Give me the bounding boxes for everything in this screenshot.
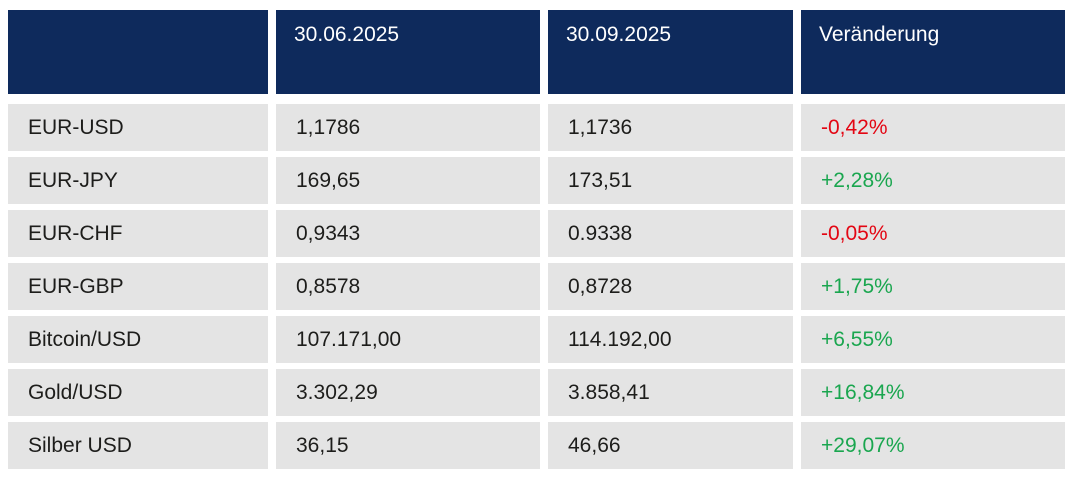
table-row: Gold/USD 3.302,29 3.858,41 +16,84% xyxy=(8,369,1065,416)
change-cell: +2,28% xyxy=(801,157,1065,204)
row-label: EUR-USD xyxy=(8,104,268,151)
table-row: Bitcoin/USD 107.171,00 114.192,00 +6,55% xyxy=(8,316,1065,363)
table-header-row: 30.06.2025 30.09.2025 Veränderung xyxy=(8,10,1065,94)
row-label: Silber USD xyxy=(8,422,268,469)
value-cell: 0,9343 xyxy=(276,210,540,257)
value-cell: 107.171,00 xyxy=(276,316,540,363)
table-row: Silber USD 36,15 46,66 +29,07% xyxy=(8,422,1065,469)
value-cell: 1,1736 xyxy=(548,104,793,151)
column-header-date-1: 30.06.2025 xyxy=(276,10,540,94)
value-cell: 0,8728 xyxy=(548,263,793,310)
value-cell: 3.302,29 xyxy=(276,369,540,416)
value-cell: 173,51 xyxy=(548,157,793,204)
value-cell: 1,1786 xyxy=(276,104,540,151)
table-row: EUR-CHF 0,9343 0.9338 -0,05% xyxy=(8,210,1065,257)
change-cell: -0,05% xyxy=(801,210,1065,257)
change-cell: -0,42% xyxy=(801,104,1065,151)
row-label: Bitcoin/USD xyxy=(8,316,268,363)
change-cell: +29,07% xyxy=(801,422,1065,469)
value-cell: 36,15 xyxy=(276,422,540,469)
value-cell: 0,8578 xyxy=(276,263,540,310)
row-label: EUR-GBP xyxy=(8,263,268,310)
row-label: EUR-JPY xyxy=(8,157,268,204)
value-cell: 169,65 xyxy=(276,157,540,204)
row-label: EUR-CHF xyxy=(8,210,268,257)
column-header-change: Veränderung xyxy=(801,10,1065,94)
row-label: Gold/USD xyxy=(8,369,268,416)
column-header-date-2: 30.09.2025 xyxy=(548,10,793,94)
column-header-empty xyxy=(8,10,268,94)
change-cell: +6,55% xyxy=(801,316,1065,363)
table-row: EUR-GBP 0,8578 0,8728 +1,75% xyxy=(8,263,1065,310)
table-row: EUR-JPY 169,65 173,51 +2,28% xyxy=(8,157,1065,204)
value-cell: 0.9338 xyxy=(548,210,793,257)
value-cell: 46,66 xyxy=(548,422,793,469)
change-cell: +1,75% xyxy=(801,263,1065,310)
value-cell: 3.858,41 xyxy=(548,369,793,416)
change-cell: +16,84% xyxy=(801,369,1065,416)
value-cell: 114.192,00 xyxy=(548,316,793,363)
table-row: EUR-USD 1,1786 1,1736 -0,42% xyxy=(8,104,1065,151)
